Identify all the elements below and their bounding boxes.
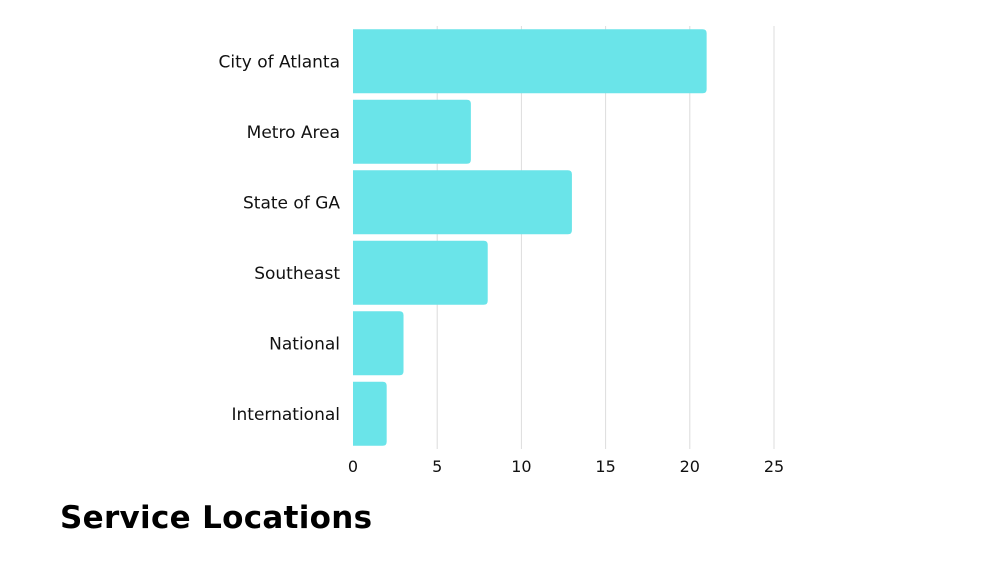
category-label: City of Atlanta	[218, 52, 340, 72]
bar-national	[353, 311, 404, 376]
category-label: National	[269, 334, 340, 354]
x-tick-label: 10	[511, 457, 531, 476]
bar-southeast	[353, 240, 488, 305]
x-tick-labels: 0 5 10 15 20 25	[348, 457, 784, 476]
category-label: State of GA	[243, 193, 340, 213]
category-labels: City of Atlanta Metro Area State of GA Sout…	[218, 52, 340, 425]
bar-international	[353, 381, 387, 446]
bar-city-of-atlanta	[353, 29, 707, 94]
category-label: Metro Area	[247, 123, 340, 143]
category-label: Southeast	[254, 264, 340, 284]
category-label: International	[232, 405, 341, 425]
x-tick-label: 0	[348, 457, 358, 476]
gridlines	[436, 26, 775, 449]
x-tick-label: 25	[764, 457, 784, 476]
bar-state-of-ga	[353, 170, 572, 235]
bars	[353, 29, 707, 446]
x-tick-label: 15	[595, 457, 615, 476]
x-tick-label: 20	[680, 457, 700, 476]
chart-title: Service Locations	[60, 500, 373, 536]
bar-metro-area	[353, 99, 471, 164]
x-tick-label: 5	[432, 457, 442, 476]
